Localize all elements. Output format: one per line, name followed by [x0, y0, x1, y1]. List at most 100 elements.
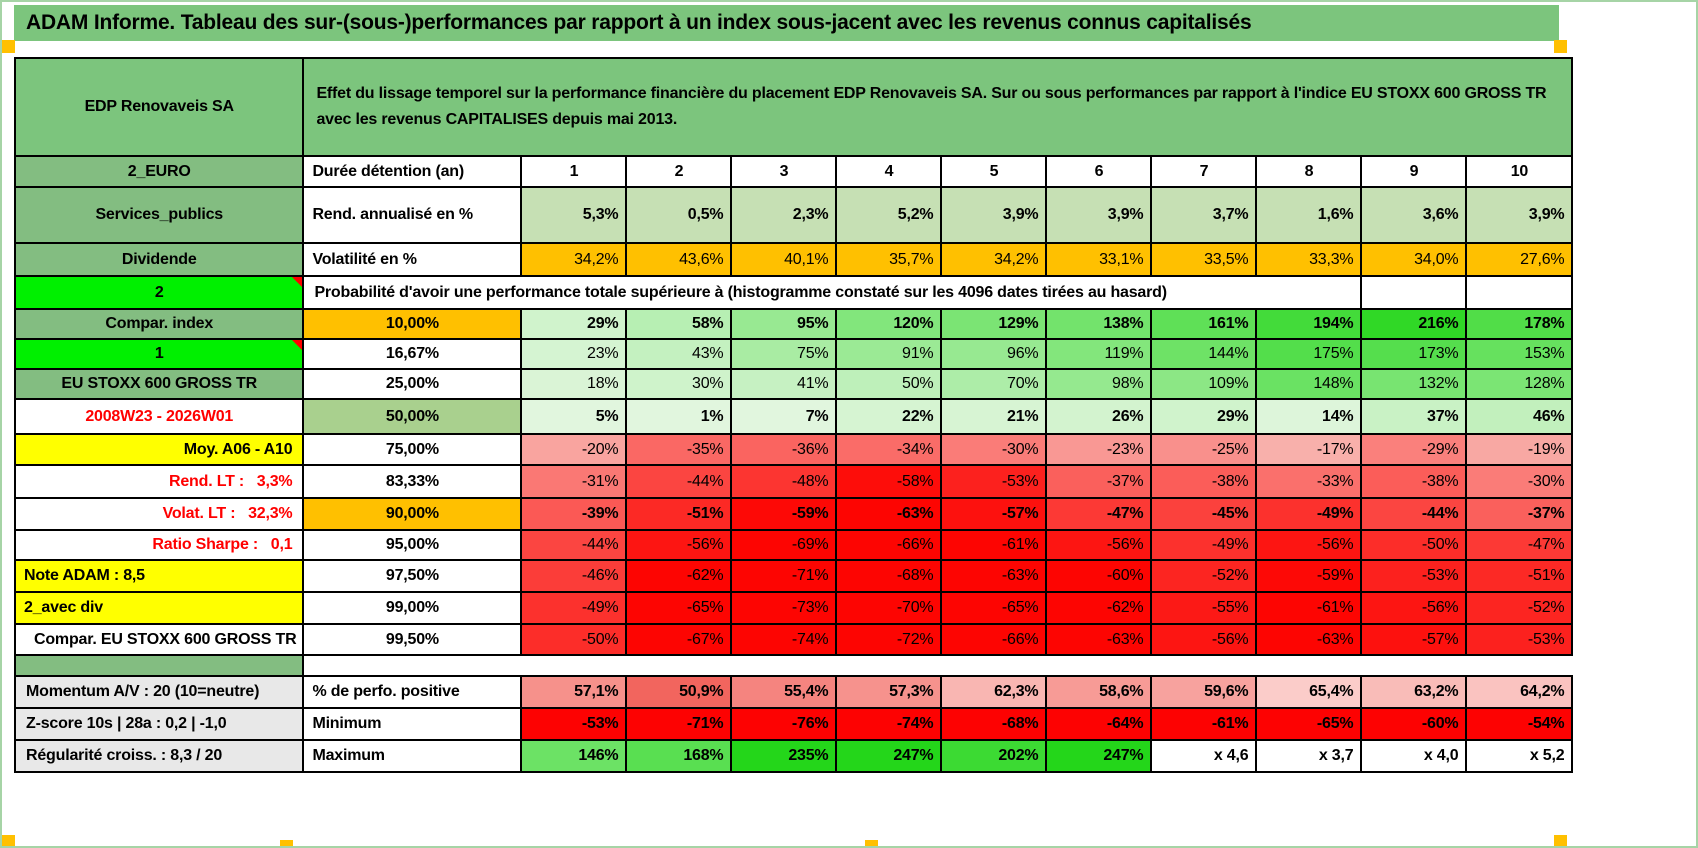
value-cell[interactable]: -51%	[1465, 559, 1574, 593]
row-label-cell[interactable]: 2008W23 - 2026W01	[13, 398, 305, 435]
value-cell[interactable]: 146%	[520, 739, 628, 773]
row-label-cell[interactable]: Compar. index	[13, 308, 305, 340]
value-cell[interactable]: -59%	[730, 497, 838, 531]
row-param-cell[interactable]: Maximum	[302, 739, 523, 773]
value-cell[interactable]: 14%	[1255, 398, 1363, 435]
value-cell[interactable]: -52%	[1465, 591, 1574, 625]
value-cell[interactable]: -29%	[1360, 433, 1468, 466]
value-cell[interactable]: -54%	[1465, 707, 1574, 741]
row-param-cell[interactable]: 99,50%	[302, 623, 523, 656]
row-param-cell[interactable]: 16,67%	[302, 338, 523, 370]
value-cell[interactable]: -49%	[1255, 497, 1363, 531]
value-cell[interactable]: -44%	[625, 464, 733, 499]
value-cell[interactable]: 128%	[1465, 368, 1574, 400]
column-header-cell[interactable]: 5	[940, 155, 1048, 188]
value-cell[interactable]: -63%	[835, 497, 943, 531]
value-cell[interactable]: -53%	[520, 707, 628, 741]
value-cell[interactable]: 1%	[625, 398, 733, 435]
value-cell[interactable]: -50%	[1360, 529, 1468, 561]
value-cell[interactable]: 33,1%	[1045, 242, 1153, 277]
value-cell[interactable]: 35,7%	[835, 242, 943, 277]
row-label-cell[interactable]: Note ADAM : 8,5	[13, 559, 305, 593]
row-label-cell[interactable]: Volat. LT : 32,3%	[13, 497, 305, 531]
row-label-cell[interactable]: 1	[13, 338, 305, 370]
value-cell[interactable]: -34%	[835, 433, 943, 466]
value-cell[interactable]: x 4,0	[1360, 739, 1468, 773]
value-cell[interactable]: 43%	[625, 338, 733, 370]
value-cell[interactable]: 50,9%	[625, 675, 733, 709]
value-cell[interactable]: 119%	[1045, 338, 1153, 370]
value-cell[interactable]: -59%	[1255, 559, 1363, 593]
value-cell[interactable]: 46%	[1465, 398, 1574, 435]
empty-cell[interactable]	[1465, 275, 1574, 310]
value-cell[interactable]: 23%	[520, 338, 628, 370]
value-cell[interactable]: -47%	[1465, 529, 1574, 561]
value-cell[interactable]: 34,2%	[940, 242, 1048, 277]
value-cell[interactable]: x 3,7	[1255, 739, 1363, 773]
value-cell[interactable]: 91%	[835, 338, 943, 370]
value-cell[interactable]: 63,2%	[1360, 675, 1468, 709]
value-cell[interactable]: -67%	[625, 623, 733, 656]
row-param-cell[interactable]: 90,00%	[302, 497, 523, 531]
company-name-cell[interactable]: EDP Renovaveis SA	[13, 57, 305, 157]
value-cell[interactable]: 216%	[1360, 308, 1468, 340]
row-param-cell[interactable]: 75,00%	[302, 433, 523, 466]
value-cell[interactable]: 153%	[1465, 338, 1574, 370]
value-cell[interactable]: -57%	[1360, 623, 1468, 656]
value-cell[interactable]: x 5,2	[1465, 739, 1574, 773]
value-cell[interactable]: -44%	[1360, 497, 1468, 531]
value-cell[interactable]: 120%	[835, 308, 943, 340]
value-cell[interactable]: 148%	[1255, 368, 1363, 400]
value-cell[interactable]: -37%	[1045, 464, 1153, 499]
value-cell[interactable]: -74%	[835, 707, 943, 741]
value-cell[interactable]: 34,0%	[1360, 242, 1468, 277]
value-cell[interactable]: 235%	[730, 739, 838, 773]
value-cell[interactable]: -44%	[520, 529, 628, 561]
column-header-cell[interactable]: 6	[1045, 155, 1153, 188]
separator-blank[interactable]	[303, 655, 1573, 676]
value-cell[interactable]: 50%	[835, 368, 943, 400]
value-cell[interactable]: 3,9%	[1465, 186, 1574, 244]
value-cell[interactable]: -38%	[1150, 464, 1258, 499]
value-cell[interactable]: -53%	[1360, 559, 1468, 593]
value-cell[interactable]: -57%	[940, 497, 1048, 531]
value-cell[interactable]: -23%	[1045, 433, 1153, 466]
value-cell[interactable]: -62%	[1045, 591, 1153, 625]
column-header-cell[interactable]: 3	[730, 155, 838, 188]
value-cell[interactable]: -52%	[1150, 559, 1258, 593]
column-header-cell[interactable]: 8	[1255, 155, 1363, 188]
value-cell[interactable]: -53%	[940, 464, 1048, 499]
value-cell[interactable]: 2,3%	[730, 186, 838, 244]
value-cell[interactable]: 247%	[835, 739, 943, 773]
value-cell[interactable]: -30%	[940, 433, 1048, 466]
value-cell[interactable]: -60%	[1360, 707, 1468, 741]
value-cell[interactable]: 7%	[730, 398, 838, 435]
value-cell[interactable]: -37%	[1465, 497, 1574, 531]
value-cell[interactable]: -30%	[1465, 464, 1574, 499]
value-cell[interactable]: 40,1%	[730, 242, 838, 277]
value-cell[interactable]: -36%	[730, 433, 838, 466]
value-cell[interactable]: 64,2%	[1465, 675, 1574, 709]
value-cell[interactable]: 37%	[1360, 398, 1468, 435]
row-label-cell[interactable]: EU STOXX 600 GROSS TR	[13, 368, 305, 400]
row-label-cell[interactable]: Rend. LT : 3,3%	[13, 464, 305, 499]
value-cell[interactable]: -63%	[940, 559, 1048, 593]
value-cell[interactable]: 58,6%	[1045, 675, 1153, 709]
value-cell[interactable]: -70%	[835, 591, 943, 625]
row-label-cell[interactable]: Dividende	[13, 242, 305, 277]
value-cell[interactable]: -20%	[520, 433, 628, 466]
value-cell[interactable]: -65%	[1255, 707, 1363, 741]
value-cell[interactable]: -71%	[625, 707, 733, 741]
row-label-cell[interactable]: 2	[13, 275, 305, 310]
value-cell[interactable]: 43,6%	[625, 242, 733, 277]
row-label-cell[interactable]: Momentum A/V : 20 (10=neutre)	[13, 675, 305, 709]
description-cell[interactable]: Effet du lissage temporel sur la perform…	[302, 57, 1574, 157]
value-cell[interactable]: -53%	[1465, 623, 1574, 656]
value-cell[interactable]: -46%	[520, 559, 628, 593]
value-cell[interactable]: 30%	[625, 368, 733, 400]
value-cell[interactable]: 173%	[1360, 338, 1468, 370]
value-cell[interactable]: 194%	[1255, 308, 1363, 340]
row-label-cell[interactable]: Régularité croiss. : 8,3 / 20	[13, 739, 305, 773]
value-cell[interactable]: -62%	[625, 559, 733, 593]
value-cell[interactable]: -64%	[1045, 707, 1153, 741]
